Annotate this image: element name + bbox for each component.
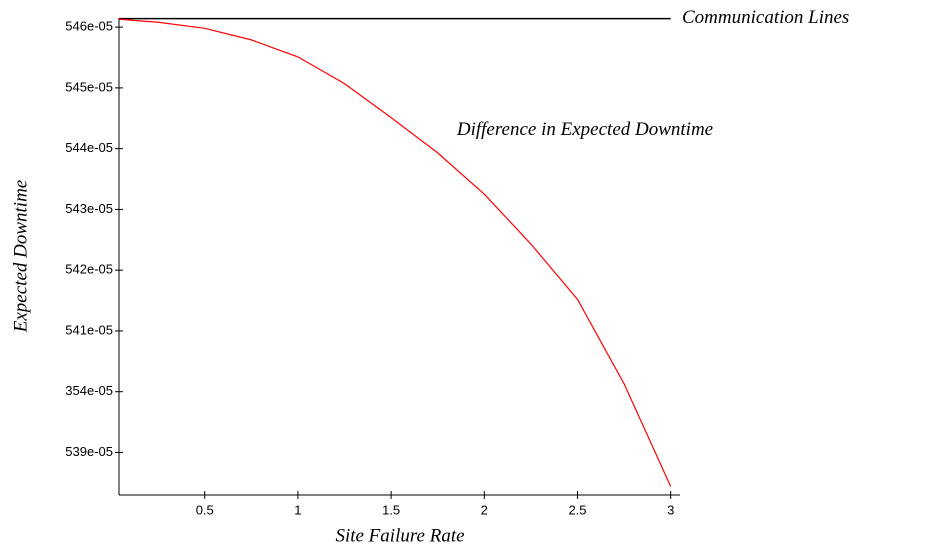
series-line — [118, 18, 672, 487]
y-tick-label: 541e-05 — [65, 322, 113, 337]
x-tick-label: 3 — [667, 502, 674, 517]
x-tick-label: 2 — [481, 502, 488, 517]
x-tick-label: 1.5 — [382, 502, 400, 517]
x-tick-label: 1 — [294, 502, 301, 517]
x-tick-label: 0.5 — [196, 502, 214, 517]
y-tick-label: 546e-05 — [65, 19, 113, 34]
y-tick-label: 545e-05 — [65, 79, 113, 94]
y-tick-label: 354e-05 — [65, 383, 113, 398]
y-tick-label: 543e-05 — [65, 201, 113, 216]
x-tick-label: 2.5 — [568, 502, 586, 517]
y-tick-label: 542e-05 — [65, 262, 113, 277]
y-axis-label: Expected Downtime — [10, 180, 31, 333]
y-tick-label: 539e-05 — [65, 444, 113, 459]
x-axis-label: Site Failure Rate — [335, 525, 464, 546]
y-tick-label: 544e-05 — [65, 140, 113, 155]
series-annotation: Difference in Expected Downtime — [456, 119, 714, 140]
series-annotation: Communication Lines — [682, 7, 849, 28]
